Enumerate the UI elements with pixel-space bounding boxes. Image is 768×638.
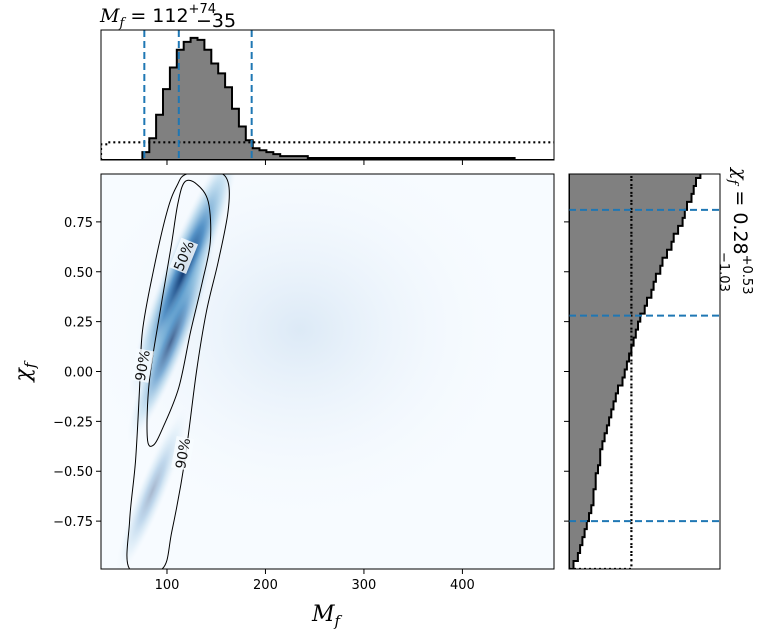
contour-label-bg <box>171 435 195 471</box>
top-title: Mf = 112+74 −35 <box>99 0 236 32</box>
contour-label-bg <box>130 348 155 383</box>
prior-histogram-mf <box>101 141 554 160</box>
posterior-histogram-mf <box>101 36 554 160</box>
x-tick-label: 100 <box>155 578 180 593</box>
prior-histogram-chif <box>569 174 633 569</box>
y-tick-label: 0.25 <box>64 316 93 331</box>
density-blob <box>116 407 189 569</box>
y-tick-label: 0.75 <box>64 216 93 231</box>
density-haze <box>101 174 530 530</box>
x-axis-label: Mf <box>311 602 343 630</box>
contour-label: 90% <box>133 349 154 382</box>
right-histogram-panel <box>564 173 721 570</box>
main-density-panel: 50%90%90% 100 200 300 400 0.750.500.250.00−… <box>11 173 555 630</box>
contour-50 <box>146 179 212 447</box>
y-tick-label: −0.25 <box>53 415 93 430</box>
y-axis-label: χf <box>11 360 39 383</box>
y-tick-label: −0.50 <box>53 465 93 480</box>
y-tick-label: −0.75 <box>53 515 93 530</box>
x-tick-label: 200 <box>253 578 278 593</box>
y-tick-label: 0.00 <box>64 366 93 381</box>
y-tick-label: 0.50 <box>64 266 93 281</box>
contour-label-bg <box>169 237 199 274</box>
contour-label: 90% <box>173 437 194 470</box>
density-blob <box>127 239 215 444</box>
x-tick-label: 300 <box>352 578 377 593</box>
top-histogram-panel <box>100 29 555 165</box>
posterior-histogram-chif <box>569 174 702 569</box>
right-title: χf = 0.28+0.53 −1.03 <box>716 166 760 301</box>
x-tick-label: 400 <box>450 578 475 593</box>
top-hist-frame <box>100 29 555 161</box>
